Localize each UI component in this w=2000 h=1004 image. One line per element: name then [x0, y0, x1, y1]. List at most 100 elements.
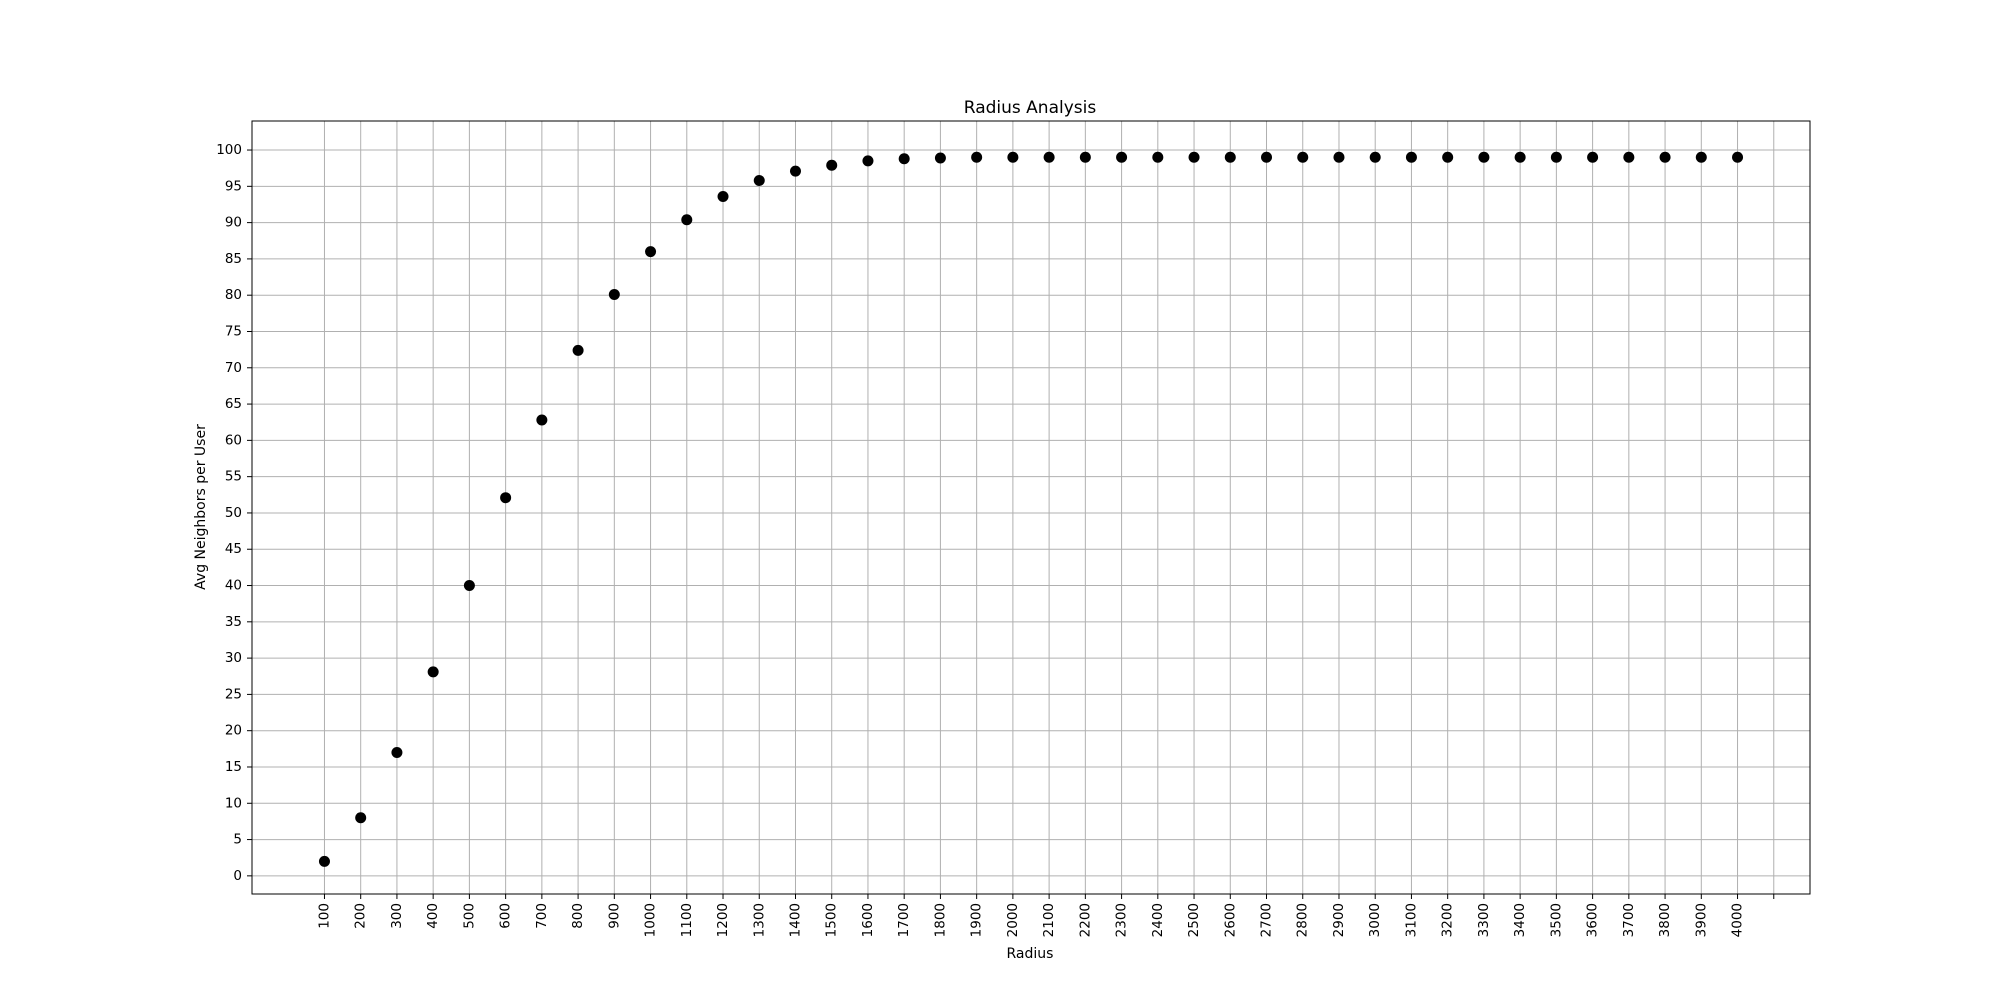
y-tick-label: 60 — [225, 432, 242, 448]
x-tick-label: 2100 — [1041, 903, 1057, 937]
x-tick-label: 1400 — [787, 903, 803, 937]
data-point — [1732, 151, 1744, 163]
data-point — [608, 288, 620, 300]
data-point — [500, 492, 512, 504]
x-tick-label: 2900 — [1331, 903, 1347, 937]
x-tick-label: 300 — [389, 903, 405, 929]
y-tick-label: 5 — [233, 832, 242, 848]
data-point — [717, 190, 729, 202]
x-tick-label: 800 — [570, 903, 586, 929]
x-tick-label: 500 — [461, 903, 477, 929]
data-point — [1297, 151, 1309, 163]
data-point — [536, 414, 548, 426]
x-tick-label: 2800 — [1295, 903, 1311, 937]
y-tick-label: 90 — [225, 215, 242, 231]
x-tick-label: 2700 — [1259, 903, 1275, 937]
data-point — [862, 155, 874, 167]
data-point — [427, 666, 439, 678]
data-point — [1188, 151, 1200, 163]
x-tick-label: 1300 — [751, 903, 767, 937]
data-point — [898, 153, 910, 165]
y-tick-label: 10 — [225, 795, 242, 811]
axis-ticks: 100 200 300 400 500 600 700 800 900 1000 1100 1200 1… — [216, 142, 1775, 937]
x-tick-label: 2500 — [1186, 903, 1202, 937]
x-tick-label: 1800 — [932, 903, 948, 937]
x-tick-label: 3600 — [1585, 903, 1601, 937]
y-tick-label: 95 — [225, 178, 242, 194]
y-tick-label: 20 — [225, 723, 242, 739]
x-tick-label: 3900 — [1693, 903, 1709, 937]
x-tick-label: 2200 — [1077, 903, 1093, 937]
data-point — [572, 344, 584, 356]
x-tick-label: 3300 — [1476, 903, 1492, 937]
data-point — [1333, 151, 1345, 163]
y-tick-label: 75 — [225, 323, 242, 339]
data-point — [789, 165, 801, 177]
x-tick-label: 2000 — [1005, 903, 1021, 937]
y-tick-label: 35 — [225, 614, 242, 630]
data-point — [1007, 151, 1019, 163]
data-point — [826, 159, 838, 171]
y-tick-label: 15 — [225, 759, 242, 775]
y-tick-label: 65 — [225, 396, 242, 412]
y-tick-label: 30 — [225, 650, 242, 666]
y-tick-label: 50 — [225, 505, 242, 521]
y-tick-label: 25 — [225, 686, 242, 702]
data-point — [1695, 151, 1707, 163]
y-tick-label: 85 — [225, 251, 242, 267]
x-tick-label: 3000 — [1367, 903, 1383, 937]
x-tick-label: 2300 — [1114, 903, 1130, 937]
data-point — [1116, 151, 1128, 163]
y-tick-label: 40 — [225, 578, 242, 594]
data-point — [318, 855, 330, 867]
data-point — [1224, 151, 1236, 163]
y-tick-label: 45 — [225, 541, 242, 557]
x-tick-label: 3800 — [1657, 903, 1673, 937]
data-point — [1514, 151, 1526, 163]
data-point — [1369, 151, 1381, 163]
x-tick-label: 3200 — [1440, 903, 1456, 937]
y-tick-label: 100 — [216, 142, 242, 158]
x-tick-label: 3500 — [1548, 903, 1564, 937]
data-point — [681, 214, 693, 226]
x-tick-label: 900 — [606, 903, 622, 929]
x-tick-label: 3400 — [1512, 903, 1528, 937]
data-points — [318, 151, 1744, 867]
x-tick-label: 1100 — [679, 903, 695, 937]
y-tick-label: 80 — [225, 287, 242, 303]
x-axis-label: Radius — [1007, 946, 1054, 962]
x-tick-label: 700 — [534, 903, 550, 929]
x-tick-label: 3700 — [1621, 903, 1637, 937]
x-tick-label: 1900 — [969, 903, 985, 937]
data-point — [645, 246, 657, 258]
data-point — [355, 812, 367, 824]
data-point — [1659, 151, 1671, 163]
x-tick-label: 400 — [425, 903, 441, 929]
x-tick-label: 2600 — [1222, 903, 1238, 937]
data-point — [1079, 151, 1091, 163]
data-point — [1587, 151, 1599, 163]
data-point — [1405, 151, 1417, 163]
data-point — [971, 151, 983, 163]
x-tick-label: 200 — [353, 903, 369, 929]
y-tick-label: 0 — [233, 868, 242, 884]
x-tick-label: 2400 — [1150, 903, 1166, 937]
data-point — [753, 175, 765, 187]
x-tick-label: 3100 — [1403, 903, 1419, 937]
x-tick-label: 1600 — [860, 903, 876, 937]
data-point — [1261, 151, 1273, 163]
x-tick-label: 1500 — [824, 903, 840, 937]
x-tick-label: 4000 — [1730, 903, 1746, 937]
y-tick-label: 55 — [225, 469, 242, 485]
data-point — [1043, 151, 1055, 163]
y-tick-label: 70 — [225, 360, 242, 376]
data-point — [463, 580, 475, 592]
x-tick-label: 1000 — [643, 903, 659, 937]
data-point — [934, 152, 946, 164]
plot-frame — [251, 120, 1811, 895]
x-tick-label: 1200 — [715, 903, 731, 937]
data-point — [1478, 151, 1490, 163]
data-point — [1550, 151, 1562, 163]
